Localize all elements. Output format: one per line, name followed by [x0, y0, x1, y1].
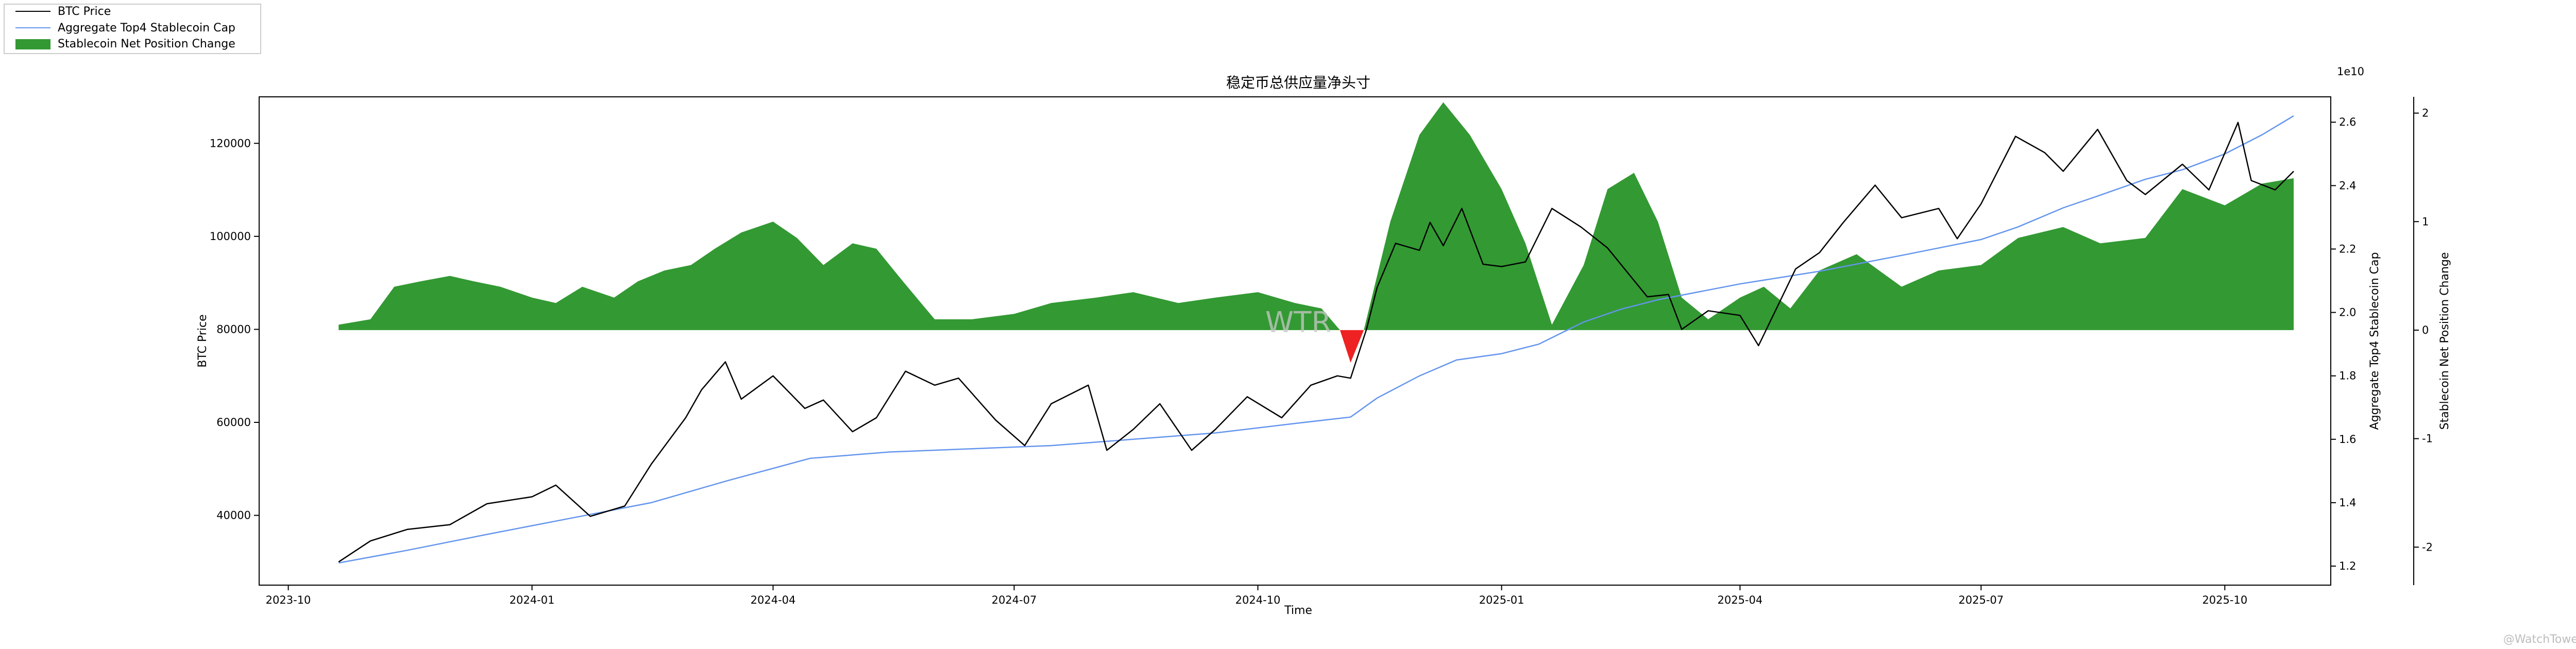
- y-outer-tick-label: -1: [2422, 433, 2433, 445]
- credit-text: @WatchTowerX: [2503, 633, 2576, 646]
- stablecoin-cap-line: [338, 115, 2294, 564]
- y-axis-right-title: Aggregate Top4 Stablecoin Cap: [2368, 252, 2381, 430]
- y-right-tick-label: 2.6: [2339, 116, 2356, 128]
- net-position-area-layer: [338, 102, 2294, 363]
- y-axis-outer-title: Stablecoin Net Position Change: [2438, 252, 2451, 430]
- x-tick-label: 2025-01: [1479, 594, 1524, 606]
- y-outer-tick-label: 1: [2422, 215, 2429, 228]
- y-right-tick-label: 1.8: [2339, 370, 2356, 382]
- y-right-tick-label: 2.4: [2339, 179, 2356, 192]
- legend-swatch-net: [15, 39, 50, 49]
- x-tick-label: 2024-04: [751, 594, 796, 606]
- stablecoin-cap-layer: [338, 115, 2294, 564]
- y-axis-right-scale-label: 1e10: [2337, 65, 2364, 78]
- watermark: WTR: [1265, 306, 1332, 339]
- net-position-positive-area: [338, 102, 2294, 330]
- y-axis-left: 40000 60000 80000 100000 120000: [210, 137, 259, 522]
- y-axis-right: 1.2 1.4 1.6 1.8 2.0 2.2 2.4 2.6: [2331, 116, 2356, 572]
- y-right-tick-label: 1.6: [2339, 433, 2356, 446]
- y-axis-outer: -2 -1 0 1 2: [2413, 97, 2433, 585]
- y-right-tick-label: 2.2: [2339, 243, 2356, 255]
- y-axis-left-title: BTC Price: [196, 314, 209, 367]
- net-position-negative-area: [1340, 330, 1364, 363]
- y-left-tick-label: 60000: [216, 416, 251, 429]
- chart-title: 稳定币总供应量净头寸: [1226, 74, 1370, 91]
- x-tick-label: 2025-10: [2202, 594, 2247, 606]
- btc-price-layer: [338, 122, 2294, 562]
- y-left-tick-label: 100000: [210, 230, 251, 243]
- legend-label-cap: Aggregate Top4 Stablecoin Cap: [58, 22, 235, 35]
- legend-label-btc: BTC Price: [58, 5, 111, 18]
- x-axis: 2023-10 2024-01 2024-04 2024-07 2024-10 2025-…: [266, 585, 2247, 606]
- y-right-tick-label: 1.4: [2339, 497, 2356, 509]
- y-left-tick-label: 80000: [216, 323, 251, 335]
- x-tick-label: 2025-07: [1958, 594, 2004, 606]
- y-outer-tick-label: 0: [2422, 324, 2429, 336]
- legend: BTC Price Aggregate Top4 Stablecoin Cap …: [4, 4, 261, 54]
- y-outer-tick-label: 2: [2422, 107, 2429, 119]
- y-outer-tick-label: -2: [2422, 541, 2433, 553]
- x-tick-label: 2025-04: [1717, 594, 1762, 606]
- x-tick-label: 2024-10: [1235, 594, 1281, 606]
- y-left-tick-label: 120000: [210, 137, 251, 149]
- y-right-tick-label: 1.2: [2339, 560, 2356, 572]
- btc-price-line: [338, 122, 2294, 562]
- x-tick-label: 2024-07: [992, 594, 1037, 606]
- x-axis-title: Time: [1284, 604, 1312, 617]
- legend-label-net: Stablecoin Net Position Change: [58, 38, 235, 50]
- x-tick-label: 2023-10: [266, 594, 311, 606]
- y-left-tick-label: 40000: [216, 509, 251, 522]
- plot-frame: [259, 96, 2331, 586]
- y-right-tick-label: 2.0: [2339, 306, 2356, 319]
- x-tick-label: 2024-01: [510, 594, 555, 606]
